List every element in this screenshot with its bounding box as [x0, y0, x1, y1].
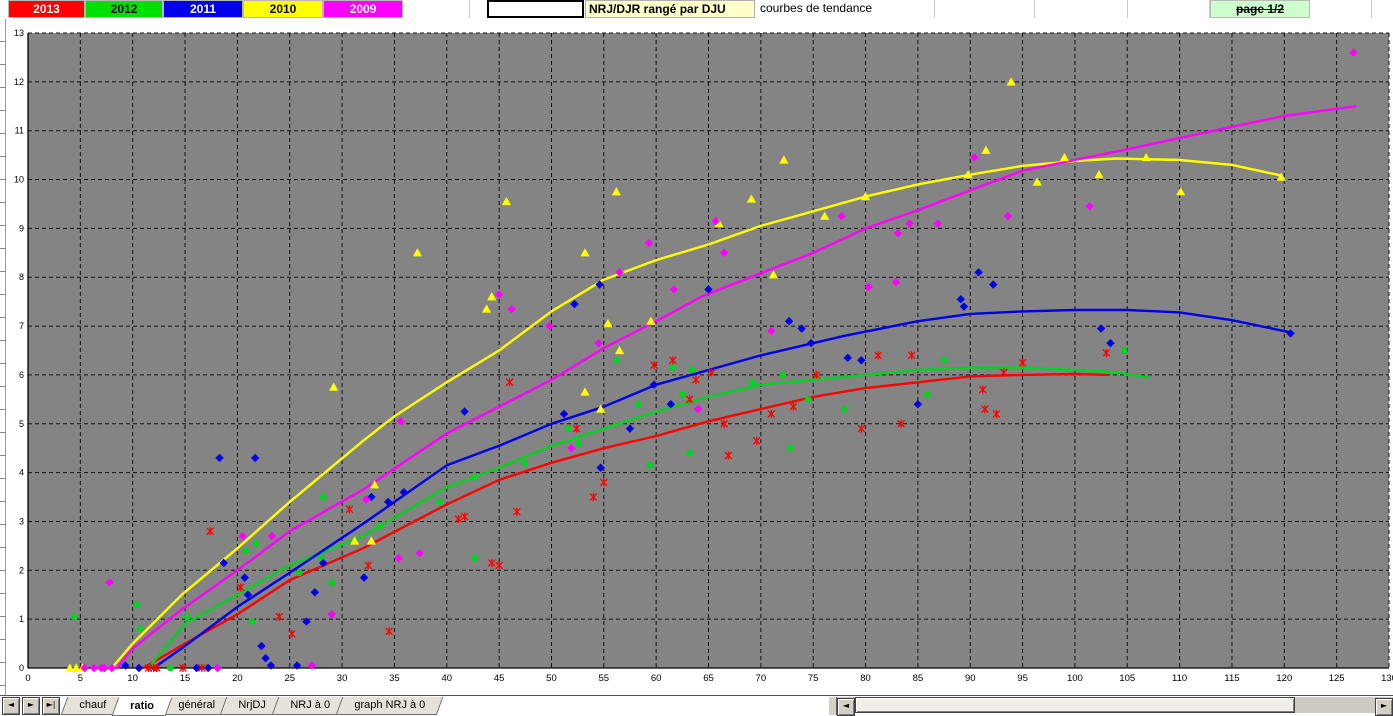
trendline-2012 [147, 366, 1150, 670]
tab-label: chauf [79, 699, 107, 711]
scatter-chart: 0 5 10 15 20 25 30 35 40 45 50 55 60 65 70 75 80 85 90 95 10… [14, 28, 1393, 684]
svg-text:55: 55 [599, 673, 610, 684]
tab-split-handle[interactable] [828, 697, 837, 715]
tab-label: graph NRJ à 0 [354, 699, 426, 711]
x-axis-labels: 0 5 10 15 20 25 30 35 40 45 50 55 60 65 70 75 80 85 90 95 10… [25, 673, 1393, 684]
series-points-2011 [121, 268, 1295, 673]
tab-scroll-next-button[interactable]: ► [22, 697, 40, 715]
tab-label: NRJ à 0 [290, 699, 331, 711]
series-points-2012 [70, 347, 1128, 672]
series-points-2010 [65, 77, 1286, 672]
tab-bar-filler [433, 696, 828, 715]
horizontal-scrollbar[interactable]: ◄ ► [837, 697, 1393, 716]
tab-scroll-buttons: ◄ ► ►| [0, 696, 60, 715]
sheet-tab-graph-nrj-a-0[interactable]: graph NRJ à 0 [335, 697, 443, 715]
svg-text:110: 110 [1172, 673, 1187, 684]
empty-cell[interactable] [1128, 0, 1210, 18]
empty-cell[interactable] [1310, 0, 1372, 18]
scrollbar-track[interactable] [1295, 697, 1375, 713]
header-row: 2013 2012 2011 2010 2009 NRJ/DJR rangé p… [0, 0, 1393, 20]
svg-text:5: 5 [19, 419, 24, 429]
legend-cell-2013[interactable]: 2013 [8, 0, 85, 18]
tab-label: ratio [130, 700, 154, 712]
series-points-2013 [144, 348, 1111, 672]
svg-text:15: 15 [180, 673, 191, 684]
svg-text:130: 130 [1381, 673, 1393, 684]
empty-cell[interactable] [935, 0, 1035, 18]
empty-cell[interactable] [403, 0, 470, 18]
scrollbar-left-arrow[interactable]: ◄ [837, 698, 855, 716]
svg-text:12: 12 [14, 77, 24, 87]
svg-text:45: 45 [494, 673, 505, 684]
legend-cell-2010[interactable]: 2010 [243, 0, 323, 18]
svg-text:115: 115 [1224, 673, 1239, 684]
svg-text:5: 5 [78, 673, 83, 684]
svg-text:20: 20 [232, 673, 243, 684]
svg-text:7: 7 [19, 321, 24, 331]
svg-text:0: 0 [25, 673, 30, 684]
svg-text:30: 30 [337, 673, 348, 684]
tab-scroll-first-button[interactable]: ◄ [2, 697, 20, 715]
svg-text:10: 10 [127, 673, 138, 684]
chart-title-cell[interactable]: NRJ/DJR rangé par DJU [585, 0, 755, 18]
tab-label: NrjDJ [238, 699, 267, 711]
selected-cell[interactable] [487, 0, 584, 18]
svg-text:35: 35 [389, 673, 400, 684]
scrollbar-thumb[interactable] [855, 697, 1295, 713]
svg-text:2: 2 [19, 565, 24, 575]
svg-text:6: 6 [19, 370, 24, 380]
worksheet-row-edge [0, 19, 6, 695]
gridlines [28, 32, 1390, 668]
svg-text:3: 3 [19, 516, 24, 526]
tab-scroll-last-button[interactable]: ►| [42, 697, 60, 715]
svg-text:75: 75 [808, 673, 819, 684]
svg-text:10: 10 [14, 175, 24, 185]
svg-text:13: 13 [14, 28, 24, 38]
axes [27, 33, 1389, 669]
sheet-tabs: chauf ratio général NrjDJ NRJ à 0 graph … [60, 696, 443, 716]
svg-text:100: 100 [1067, 673, 1083, 684]
svg-text:70: 70 [756, 673, 767, 684]
sheet-tab-ratio[interactable]: ratio [111, 697, 173, 716]
svg-text:1: 1 [19, 614, 24, 624]
svg-text:60: 60 [651, 673, 662, 684]
chart-object[interactable]: 0 5 10 15 20 25 30 35 40 45 50 55 60 65 70 75 80 85 90 95 10… [0, 19, 1393, 695]
page-indicator-cell[interactable]: page 1/2 [1210, 0, 1310, 18]
svg-text:80: 80 [860, 673, 871, 684]
svg-text:0: 0 [19, 663, 24, 673]
legend-cell-2011[interactable]: 2011 [163, 0, 243, 18]
legend-cell-2012[interactable]: 2012 [85, 0, 163, 18]
svg-text:90: 90 [965, 673, 976, 684]
trendline-2009 [115, 105, 1357, 670]
svg-text:11: 11 [15, 126, 24, 136]
svg-text:40: 40 [441, 673, 452, 684]
svg-text:50: 50 [546, 673, 557, 684]
chart-subtitle-cell[interactable]: courbes de tendance [756, 0, 935, 18]
scrollbar-right-arrow[interactable]: ► [1375, 698, 1393, 716]
svg-text:9: 9 [19, 223, 24, 233]
sheet-tab-bar: ◄ ► ►| chauf ratio général NrjDJ NRJ à 0… [0, 695, 1393, 716]
svg-text:25: 25 [284, 673, 295, 684]
legend-cell-2009[interactable]: 2009 [323, 0, 403, 18]
svg-text:120: 120 [1276, 673, 1292, 684]
svg-text:4: 4 [19, 468, 24, 478]
svg-text:85: 85 [913, 673, 924, 684]
trendline-2010 [110, 157, 1283, 670]
trendline-2013 [141, 372, 1108, 670]
svg-text:65: 65 [703, 673, 714, 684]
svg-text:95: 95 [1017, 673, 1028, 684]
empty-cell[interactable] [1035, 0, 1128, 18]
svg-text:105: 105 [1119, 673, 1135, 684]
series-points-2009 [80, 48, 1358, 673]
svg-text:8: 8 [19, 272, 24, 282]
tab-label: général [178, 699, 215, 711]
svg-text:125: 125 [1329, 673, 1345, 684]
